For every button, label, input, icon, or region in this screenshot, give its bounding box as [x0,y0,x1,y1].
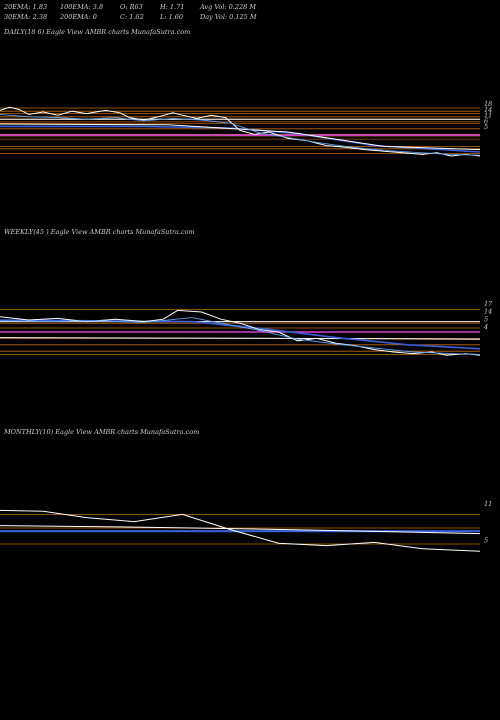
header-100ema: 100EMA: 3.8 [60,3,104,11]
daily-panel-title: DAILY(18 6) Eagle View AMBR charts Munaf… [4,28,191,36]
weekly-price-label: 4 [483,323,488,331]
header-30ema: 30EMA: 2.38 [4,13,48,21]
monthly-price-label: 11 [484,500,492,508]
monthly-panel-title: MONTHLY(10) Eagle View AMBR charts Munaf… [4,428,200,436]
weekly-series-line-2 [0,337,481,340]
weekly-price-label: 14 [484,308,492,316]
daily-price-label: 5 [484,123,488,131]
daily-price-label: 14 [484,106,492,114]
daily-series-line-3 [0,123,481,151]
monthly-chart: 11 5 [0,500,492,552]
daily-price-label: 11 [484,112,492,120]
monthly-series-line-2 [0,509,481,552]
header-avg-vol: Avg Vol: 0.228 M [200,3,257,11]
header-open: O: R63 [120,3,143,11]
header-day-vol: Day Vol: 0.125 M [200,13,257,21]
weekly-price-label: 5 [484,315,488,323]
daily-series-line-4 [0,106,481,157]
header-20ema: 20EMA: 1.83 [4,3,48,11]
weekly-series-line-5 [0,317,481,355]
monthly-price-label: 5 [484,536,488,544]
monthly-series-line-1 [0,525,481,535]
header-high: H: 1.71 [160,3,185,11]
daily-price-label: 6 [484,117,488,125]
daily-price-label: 18 [484,100,492,108]
header-low: L: 1.60 [160,13,184,21]
header-close: C: 1.62 [120,13,144,21]
daily-series-line-5 [0,113,481,156]
header-200ema: 200EMA: 0 [60,13,97,21]
weekly-series-line-4 [0,309,481,356]
weekly-panel-title: WEEKLY(45 ) Eagle View AMBR charts Munaf… [4,228,195,236]
weekly-price-label: 17 [484,300,493,308]
